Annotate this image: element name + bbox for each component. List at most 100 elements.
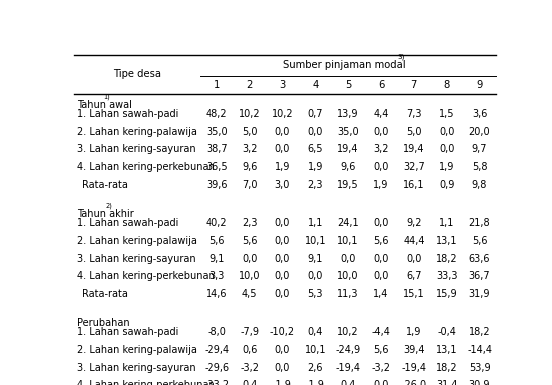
Text: 20,0: 20,0 xyxy=(469,127,490,137)
Text: 5,6: 5,6 xyxy=(472,236,487,246)
Text: 2,3: 2,3 xyxy=(307,180,323,190)
Text: 0,0: 0,0 xyxy=(307,127,323,137)
Text: 0,0: 0,0 xyxy=(439,144,454,154)
Text: 2): 2) xyxy=(105,202,113,209)
Text: 0,0: 0,0 xyxy=(373,218,389,228)
Text: 19,4: 19,4 xyxy=(337,144,359,154)
Text: -29,4: -29,4 xyxy=(204,345,229,355)
Text: 1,9: 1,9 xyxy=(439,162,454,172)
Text: 10,0: 10,0 xyxy=(337,271,359,281)
Text: -0,4: -0,4 xyxy=(437,327,456,337)
Text: 1: 1 xyxy=(214,80,220,90)
Text: 9,7: 9,7 xyxy=(472,144,487,154)
Text: Rata-rata: Rata-rata xyxy=(82,289,128,299)
Text: Tahun awal: Tahun awal xyxy=(77,99,131,109)
Text: 36,7: 36,7 xyxy=(469,271,490,281)
Text: 1,9: 1,9 xyxy=(373,180,389,190)
Text: -24,9: -24,9 xyxy=(336,345,360,355)
Text: 3. Lahan kering-sayuran: 3. Lahan kering-sayuran xyxy=(77,144,195,154)
Text: 0,0: 0,0 xyxy=(275,236,290,246)
Text: 10,1: 10,1 xyxy=(337,236,359,246)
Text: 4. Lahan kering-perkebunan: 4. Lahan kering-perkebunan xyxy=(77,380,214,385)
Text: 31,4: 31,4 xyxy=(436,380,458,385)
Text: 1. Lahan sawah-padi: 1. Lahan sawah-padi xyxy=(77,218,178,228)
Text: 0,0: 0,0 xyxy=(275,271,290,281)
Text: 9,1: 9,1 xyxy=(209,253,225,263)
Text: -3,2: -3,2 xyxy=(240,363,259,373)
Text: 0,0: 0,0 xyxy=(242,253,257,263)
Text: 6: 6 xyxy=(378,80,384,90)
Text: 19,5: 19,5 xyxy=(337,180,359,190)
Text: 21,8: 21,8 xyxy=(469,218,490,228)
Text: 19,4: 19,4 xyxy=(403,144,424,154)
Text: -3,2: -3,2 xyxy=(371,363,390,373)
Text: 9,6: 9,6 xyxy=(242,162,257,172)
Text: 53,9: 53,9 xyxy=(469,363,490,373)
Text: 6,7: 6,7 xyxy=(406,271,422,281)
Text: 0,0: 0,0 xyxy=(439,127,454,137)
Text: -19,4: -19,4 xyxy=(336,363,360,373)
Text: 2. Lahan kering-palawija: 2. Lahan kering-palawija xyxy=(77,236,197,246)
Text: 2,3: 2,3 xyxy=(242,218,257,228)
Text: 2. Lahan kering-palawija: 2. Lahan kering-palawija xyxy=(77,345,197,355)
Text: 38,7: 38,7 xyxy=(206,144,227,154)
Text: 10,1: 10,1 xyxy=(305,236,326,246)
Text: 0,4: 0,4 xyxy=(341,380,356,385)
Text: 15,9: 15,9 xyxy=(436,289,458,299)
Text: -19,4: -19,4 xyxy=(401,363,426,373)
Text: 15,1: 15,1 xyxy=(403,289,424,299)
Text: -33,2: -33,2 xyxy=(204,380,229,385)
Text: 9,2: 9,2 xyxy=(406,218,422,228)
Text: 13,1: 13,1 xyxy=(436,236,458,246)
Text: 2,6: 2,6 xyxy=(307,363,323,373)
Text: -7,9: -7,9 xyxy=(240,327,259,337)
Text: 3): 3) xyxy=(397,54,405,60)
Text: 4,5: 4,5 xyxy=(242,289,257,299)
Text: 5,0: 5,0 xyxy=(406,127,422,137)
Text: 0,0: 0,0 xyxy=(307,271,323,281)
Text: 9,1: 9,1 xyxy=(307,253,323,263)
Text: 0,0: 0,0 xyxy=(275,127,290,137)
Text: Perubahan: Perubahan xyxy=(77,318,129,328)
Text: 13,1: 13,1 xyxy=(436,345,458,355)
Text: 10,2: 10,2 xyxy=(272,109,293,119)
Text: 0,4: 0,4 xyxy=(242,380,257,385)
Text: 10,2: 10,2 xyxy=(239,109,261,119)
Text: -4,4: -4,4 xyxy=(371,327,390,337)
Text: 31,9: 31,9 xyxy=(469,289,490,299)
Text: 4: 4 xyxy=(312,80,319,90)
Text: 48,2: 48,2 xyxy=(206,109,227,119)
Text: 0,0: 0,0 xyxy=(406,253,422,263)
Text: 1,5: 1,5 xyxy=(439,109,454,119)
Text: 0,9: 0,9 xyxy=(439,180,454,190)
Text: 8: 8 xyxy=(444,80,450,90)
Text: 1,9: 1,9 xyxy=(406,327,422,337)
Text: 0,4: 0,4 xyxy=(307,327,323,337)
Text: 18,2: 18,2 xyxy=(469,327,490,337)
Text: 3. Lahan kering-sayuran: 3. Lahan kering-sayuran xyxy=(77,363,195,373)
Text: 5,6: 5,6 xyxy=(373,236,389,246)
Text: 5,6: 5,6 xyxy=(242,236,257,246)
Text: 0,0: 0,0 xyxy=(275,363,290,373)
Text: 7,3: 7,3 xyxy=(406,109,422,119)
Text: 1. Lahan sawah-padi: 1. Lahan sawah-padi xyxy=(77,327,178,337)
Text: 1,4: 1,4 xyxy=(373,289,389,299)
Text: 1. Lahan sawah-padi: 1. Lahan sawah-padi xyxy=(77,109,178,119)
Text: 5,3: 5,3 xyxy=(307,289,323,299)
Text: 2. Lahan kering-palawija: 2. Lahan kering-palawija xyxy=(77,127,197,137)
Text: 36,5: 36,5 xyxy=(206,162,227,172)
Text: 5: 5 xyxy=(345,80,351,90)
Text: 5,6: 5,6 xyxy=(373,345,389,355)
Text: -26,0: -26,0 xyxy=(401,380,426,385)
Text: 0,7: 0,7 xyxy=(307,109,323,119)
Text: 3,0: 3,0 xyxy=(275,180,290,190)
Text: 3. Lahan kering-sayuran: 3. Lahan kering-sayuran xyxy=(77,253,195,263)
Text: 4. Lahan kering-perkebunan: 4. Lahan kering-perkebunan xyxy=(77,162,214,172)
Text: 2: 2 xyxy=(246,80,253,90)
Text: 1,9: 1,9 xyxy=(307,162,323,172)
Text: -1,9: -1,9 xyxy=(306,380,325,385)
Text: 35,0: 35,0 xyxy=(337,127,359,137)
Text: 10,1: 10,1 xyxy=(305,345,326,355)
Text: 39,6: 39,6 xyxy=(206,180,227,190)
Text: 39,4: 39,4 xyxy=(403,345,424,355)
